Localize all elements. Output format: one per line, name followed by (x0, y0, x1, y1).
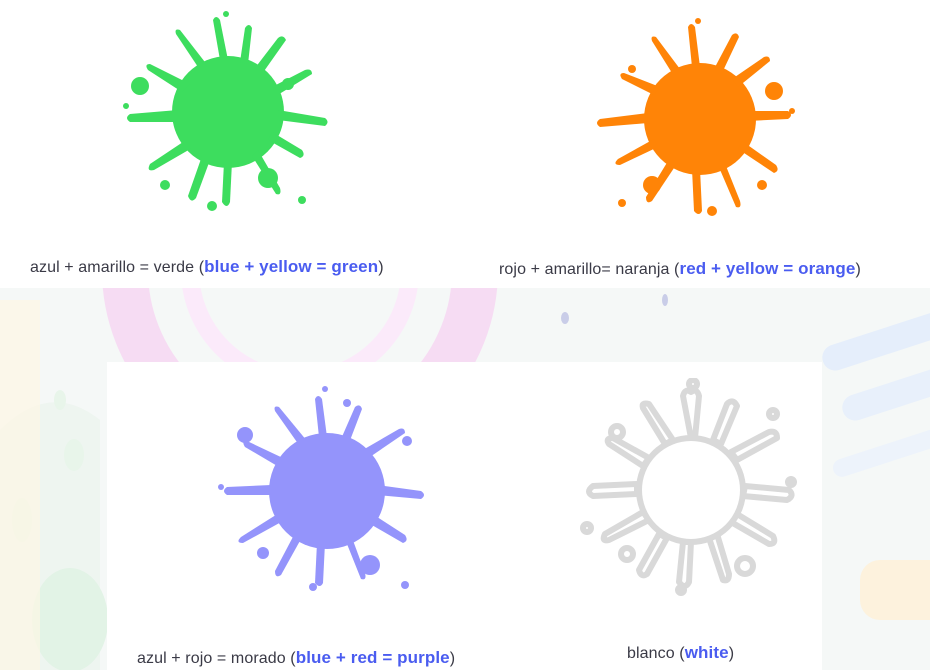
green-caption-es: azul + amarillo = verde (30, 259, 195, 276)
orange-caption-en: red + yellow = orange (679, 259, 856, 278)
white-caption: blanco (white) (627, 643, 735, 662)
white-caption-en: white (684, 643, 729, 662)
green-caption: azul + amarillo = verde (blue + yellow =… (30, 257, 384, 276)
purple-caption: azul + rojo = morado (blue + red = purpl… (137, 648, 456, 667)
orange-caption-es: rojo + amarillo= naranja (499, 261, 670, 278)
top-card (0, 0, 930, 288)
purple-caption-en: blue + red = purple (295, 648, 450, 667)
orange-caption: rojo + amarillo= naranja (red + yellow =… (499, 259, 861, 278)
green-paint-splash-icon (123, 11, 328, 211)
white-paint-splash-icon (580, 378, 797, 596)
purple-caption-es: azul + rojo = morado (137, 650, 286, 667)
white-caption-es: blanco (627, 645, 675, 662)
purple-paint-splash-icon (218, 386, 424, 591)
orange-paint-splash-icon (597, 18, 795, 216)
green-caption-en: blue + yellow = green (204, 257, 379, 276)
